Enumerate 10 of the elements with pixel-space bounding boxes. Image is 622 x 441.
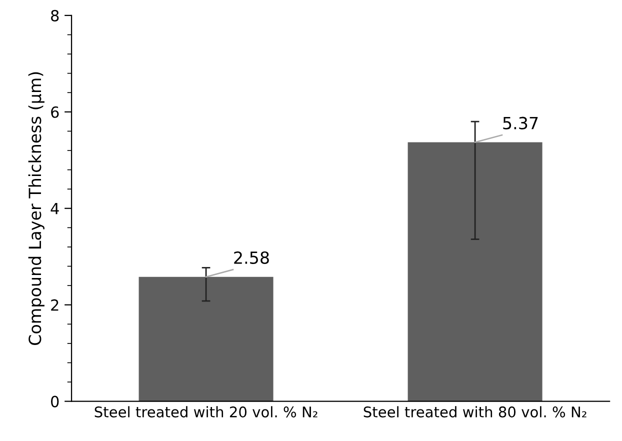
x-tick-label: Steel treated with 80 vol. % N₂ — [364, 406, 586, 418]
y-tick-label: 2 — [51, 299, 58, 311]
x-tick-label: Steel treated with 20 vol. % N₂ — [94, 406, 318, 418]
data-label: 2.58 — [234, 251, 269, 264]
y-tick-label: 6 — [51, 106, 59, 118]
y-tick-label: 4 — [50, 203, 59, 214]
data-label: 5.37 — [503, 116, 538, 130]
y-tick-label: 8 — [51, 10, 59, 22]
y-tick-label: 0 — [51, 396, 59, 408]
y-axis-title: Compound Layer Thickness (μm) — [28, 72, 44, 346]
